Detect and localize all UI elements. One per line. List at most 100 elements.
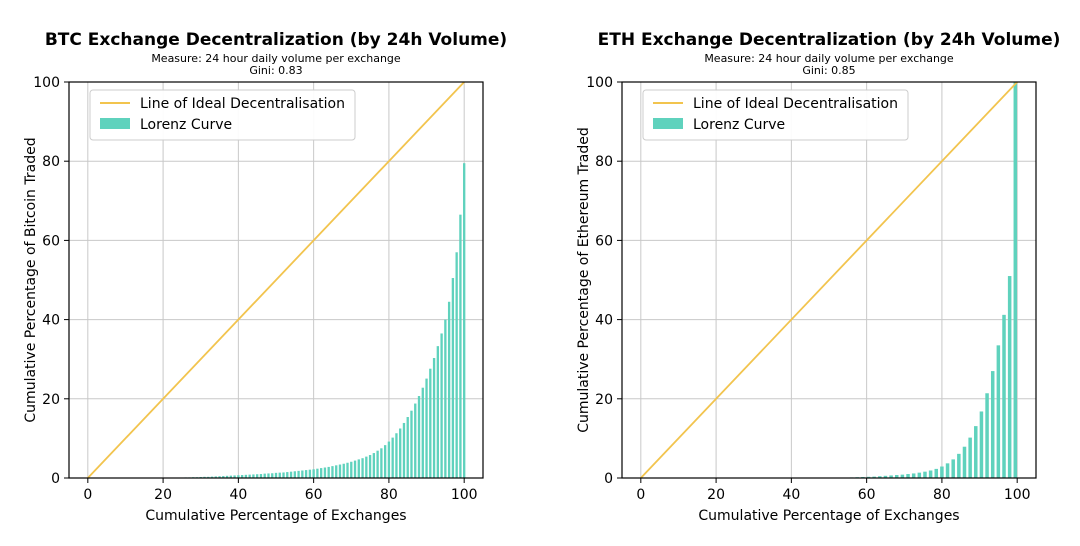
x-tick-label: 20 (707, 487, 725, 503)
chart-title: ETH Exchange Decentralization (by 24h Vo… (598, 30, 1061, 50)
lorenz-bar (878, 476, 882, 478)
lorenz-bar (383, 445, 387, 478)
lorenz-bar (417, 396, 421, 478)
lorenz-bar (410, 410, 413, 478)
lorenz-bar (889, 475, 893, 478)
lorenz-bar (395, 433, 398, 478)
lorenz-bar (365, 456, 368, 478)
lorenz-bar (274, 472, 278, 478)
lorenz-bar (293, 471, 296, 478)
ideal-decentralisation-line (87, 81, 465, 479)
lorenz-bar (951, 459, 955, 478)
x-tick-label: 60 (305, 487, 323, 503)
x-tick-label: 40 (229, 487, 247, 503)
lorenz-bar (455, 252, 458, 478)
lorenz-bar (945, 463, 950, 478)
lorenz-bar (1002, 314, 1006, 478)
lorenz-bar (421, 387, 424, 478)
x-tick-label: 40 (782, 487, 800, 503)
x-axis-label: Cumulative Percentage of Exchanges (698, 508, 959, 524)
lorenz-bar (346, 462, 349, 478)
lorenz-bar (447, 301, 451, 478)
lorenz-bar (895, 475, 899, 478)
lorenz-bar (229, 475, 232, 478)
y-tick-label: 0 (604, 471, 613, 487)
y-axis-label: Cumulative Percentage of Bitcoin Traded (23, 137, 39, 422)
lorenz-bar (237, 475, 240, 478)
lorenz-bar (432, 358, 436, 478)
chart-subtitle: Measure: 24 hour daily volume per exchan… (704, 52, 954, 65)
x-tick-label: 60 (858, 487, 876, 503)
y-tick-label: 0 (51, 471, 60, 487)
lorenz-bar (304, 470, 308, 478)
y-tick-label: 100 (33, 75, 60, 91)
lorenz-bar (267, 473, 270, 478)
lorenz-bar (414, 403, 417, 478)
y-tick-label: 40 (595, 313, 613, 329)
lorenz-bar (338, 464, 342, 478)
lorenz-bar (278, 472, 281, 478)
lorenz-bar (399, 428, 402, 478)
lorenz-bar (218, 476, 221, 478)
lorenz-bar (934, 468, 939, 478)
lorenz-bar (900, 474, 905, 478)
lorenz-bar (429, 368, 432, 478)
lorenz-bar (1013, 82, 1018, 478)
x-tick-label: 0 (636, 487, 645, 503)
lorenz-bar (957, 453, 961, 478)
lorenz-bar (248, 474, 251, 478)
lorenz-bar (985, 393, 989, 478)
legend-lorenz-label: Lorenz Curve (693, 117, 785, 133)
x-tick-label: 80 (380, 487, 398, 503)
y-tick-label: 20 (595, 392, 613, 408)
lorenz-bar (233, 475, 236, 478)
lorenz-bar (974, 426, 978, 478)
chart-subtitle: Gini: 0.85 (802, 64, 855, 77)
chart-subtitle: Gini: 0.83 (249, 64, 302, 77)
lorenz-bar (357, 459, 360, 478)
legend-box (642, 89, 909, 141)
lorenz-bar (376, 450, 379, 478)
lorenz-bar (911, 473, 916, 478)
y-tick-label: 60 (595, 233, 613, 249)
lorenz-bar (940, 466, 944, 478)
legend-lorenz-swatch (100, 118, 130, 129)
chart-1: BTC Exchange Decentralization (by 24h Vo… (23, 30, 507, 524)
lorenz-bar (282, 472, 285, 478)
lorenz-bar (316, 468, 319, 478)
lorenz-bar (962, 446, 967, 478)
lorenz-bar (297, 470, 300, 478)
lorenz-bar (368, 455, 372, 478)
lorenz-bar (350, 461, 353, 478)
lorenz-bar (331, 466, 334, 478)
lorenz-bar (923, 471, 927, 478)
lorenz-bar (225, 475, 229, 478)
lorenz-bar (244, 474, 248, 478)
lorenz-bar (444, 319, 447, 478)
lorenz-bar (425, 378, 428, 478)
lorenz-bar (323, 467, 327, 478)
lorenz-bar (406, 417, 409, 478)
lorenz-bar (301, 470, 304, 478)
lorenz-bar (342, 463, 345, 478)
x-tick-label: 100 (1004, 487, 1031, 503)
x-tick-label: 20 (154, 487, 172, 503)
lorenz-bar (917, 472, 922, 478)
lorenz-bar (271, 473, 274, 478)
lorenz-bar (996, 345, 1001, 478)
lorenz-bar (214, 476, 217, 478)
lorenz-bar (380, 448, 383, 478)
lorenz-bar (968, 437, 972, 478)
x-tick-label: 80 (933, 487, 951, 503)
lorenz-bar (372, 453, 376, 478)
lorenz-bar (872, 476, 876, 478)
y-tick-label: 20 (42, 392, 60, 408)
x-axis-label: Cumulative Percentage of Exchanges (145, 508, 406, 524)
y-tick-label: 80 (42, 154, 60, 170)
y-axis-label: Cumulative Percentage of Ethereum Traded (576, 127, 592, 433)
lorenz-bar (883, 475, 888, 478)
lorenz-bar (289, 471, 293, 478)
lorenz-bar (459, 214, 462, 478)
plot-frame (621, 81, 1037, 479)
